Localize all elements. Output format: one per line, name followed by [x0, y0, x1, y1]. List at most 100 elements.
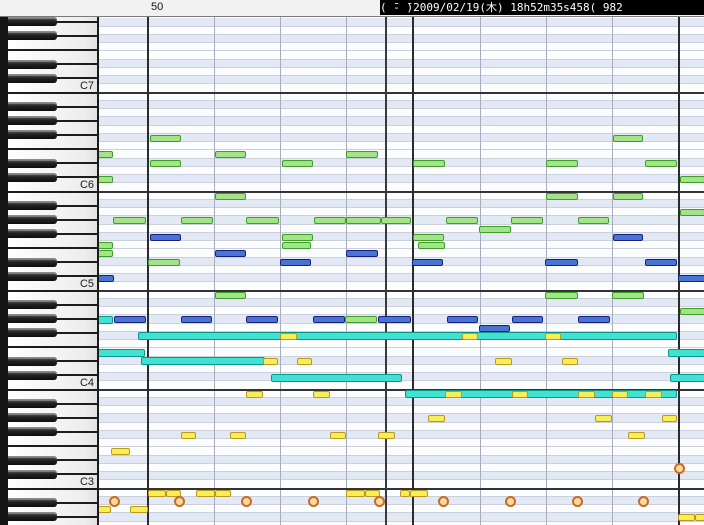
midi-note-green[interactable]	[545, 291, 578, 299]
midi-note-green[interactable]	[381, 217, 411, 225]
midi-note-green[interactable]	[346, 217, 381, 225]
black-key[interactable]	[8, 116, 57, 126]
midi-note-cyan[interactable]	[98, 315, 113, 324]
midi-note-yellow[interactable]	[578, 390, 595, 398]
drum-note[interactable]	[307, 495, 319, 507]
midi-note-blue[interactable]	[114, 316, 146, 324]
midi-note-yellow[interactable]	[612, 390, 628, 398]
midi-note-blue[interactable]	[479, 324, 510, 332]
midi-note-yellow[interactable]	[678, 514, 695, 522]
midi-note-yellow[interactable]	[98, 506, 111, 514]
midi-note-cyan[interactable]	[98, 348, 145, 357]
midi-note-blue[interactable]	[346, 250, 378, 258]
drum-note[interactable]	[673, 462, 685, 474]
midi-note-yellow[interactable]	[428, 415, 445, 423]
midi-note-green[interactable]	[680, 308, 704, 316]
black-key[interactable]	[8, 498, 57, 508]
piano-keyboard[interactable]: C7 C6 C5 C4 C3	[0, 12, 98, 525]
midi-note-green[interactable]	[612, 291, 644, 299]
black-key[interactable]	[8, 215, 57, 225]
midi-note-yellow[interactable]	[330, 431, 346, 439]
midi-note-green[interactable]	[215, 291, 246, 299]
midi-note-green[interactable]	[215, 151, 246, 159]
black-key[interactable]	[8, 201, 57, 211]
drum-note[interactable]	[373, 495, 385, 507]
black-key[interactable]	[8, 102, 57, 112]
black-key[interactable]	[8, 73, 57, 83]
midi-note-green[interactable]	[150, 159, 181, 167]
midi-note-green[interactable]	[680, 209, 704, 217]
midi-note-yellow[interactable]	[111, 448, 130, 456]
midi-note-blue[interactable]	[512, 316, 543, 324]
black-key[interactable]	[8, 17, 57, 27]
black-key[interactable]	[8, 257, 57, 267]
black-key[interactable]	[8, 31, 57, 41]
midi-note-green[interactable]	[479, 225, 511, 233]
drum-note[interactable]	[571, 495, 583, 507]
note-grid[interactable]	[98, 16, 704, 525]
midi-note-blue[interactable]	[246, 316, 278, 324]
midi-note-yellow[interactable]	[695, 514, 704, 522]
drum-note[interactable]	[108, 495, 120, 507]
midi-note-blue[interactable]	[215, 250, 246, 258]
black-key[interactable]	[8, 427, 57, 437]
midi-note-yellow[interactable]	[346, 489, 365, 497]
midi-note-green[interactable]	[413, 159, 445, 167]
midi-note-yellow[interactable]	[562, 357, 578, 365]
midi-note-blue[interactable]	[150, 233, 181, 241]
midi-note-blue[interactable]	[645, 258, 677, 266]
midi-note-yellow[interactable]	[246, 390, 263, 398]
midi-note-yellow[interactable]	[595, 415, 612, 423]
midi-note-yellow[interactable]	[297, 357, 312, 365]
midi-note-yellow[interactable]	[462, 332, 478, 340]
black-key[interactable]	[8, 370, 57, 380]
midi-note-yellow[interactable]	[263, 357, 278, 365]
midi-note-blue[interactable]	[280, 258, 311, 266]
midi-note-green[interactable]	[346, 151, 378, 159]
midi-note-green[interactable]	[215, 192, 246, 200]
midi-note-yellow[interactable]	[400, 489, 410, 497]
midi-note-blue[interactable]	[181, 316, 212, 324]
drum-note[interactable]	[504, 495, 516, 507]
midi-note-cyan[interactable]	[405, 390, 677, 399]
midi-note-green[interactable]	[680, 176, 704, 184]
midi-note-green[interactable]	[282, 242, 311, 250]
midi-note-cyan[interactable]	[138, 332, 677, 341]
black-key[interactable]	[8, 314, 57, 324]
midi-note-green[interactable]	[546, 192, 578, 200]
drum-note[interactable]	[637, 495, 649, 507]
midi-note-blue[interactable]	[378, 316, 411, 324]
midi-note-green[interactable]	[546, 159, 578, 167]
midi-note-yellow[interactable]	[512, 390, 528, 398]
midi-note-yellow[interactable]	[230, 431, 246, 439]
midi-note-blue[interactable]	[678, 275, 704, 283]
midi-note-yellow[interactable]	[215, 489, 231, 497]
midi-note-cyan[interactable]	[670, 373, 704, 382]
midi-note-yellow[interactable]	[495, 357, 512, 365]
midi-note-green[interactable]	[150, 134, 181, 142]
midi-note-cyan[interactable]	[271, 373, 402, 382]
black-key[interactable]	[8, 271, 57, 281]
midi-note-green[interactable]	[282, 233, 313, 241]
black-key[interactable]	[8, 130, 57, 140]
midi-note-blue[interactable]	[412, 258, 443, 266]
midi-note-green[interactable]	[246, 217, 279, 225]
midi-note-green[interactable]	[98, 176, 113, 184]
drum-note[interactable]	[437, 495, 449, 507]
midi-note-yellow[interactable]	[662, 415, 677, 423]
midi-note-green[interactable]	[645, 159, 677, 167]
midi-note-yellow[interactable]	[313, 390, 330, 398]
black-key[interactable]	[8, 413, 57, 423]
midi-note-yellow[interactable]	[196, 489, 215, 497]
midi-note-yellow[interactable]	[378, 431, 395, 439]
midi-note-yellow[interactable]	[445, 390, 462, 398]
drum-note[interactable]	[240, 495, 252, 507]
midi-note-green[interactable]	[314, 217, 346, 225]
midi-note-yellow[interactable]	[130, 506, 148, 514]
black-key[interactable]	[8, 356, 57, 366]
black-key[interactable]	[8, 229, 57, 239]
midi-note-blue[interactable]	[447, 316, 478, 324]
midi-note-yellow[interactable]	[148, 489, 166, 497]
midi-note-yellow[interactable]	[181, 431, 196, 439]
black-key[interactable]	[8, 469, 57, 479]
